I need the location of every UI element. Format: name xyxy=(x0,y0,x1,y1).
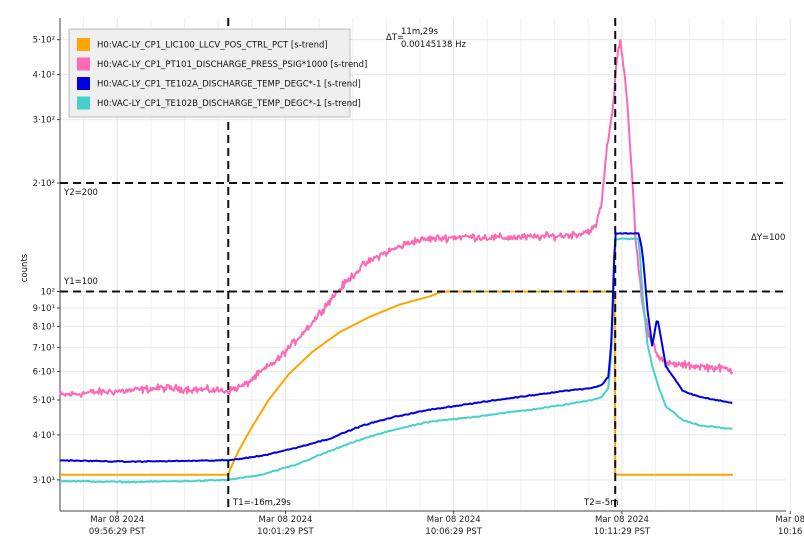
y-tick-label: 5·10¹ xyxy=(33,396,55,406)
series-line xyxy=(59,232,733,464)
y-tick-label: 3·10¹ xyxy=(33,476,55,486)
x-tick-time: 10:06:29 PST xyxy=(425,527,482,537)
cursor-y2-label: Y2=200 xyxy=(63,188,98,198)
axes: 3·10¹ 4·10¹ 5·10¹ 6·10¹ 7·10¹ 8·10¹ 9·10¹ 10² 2·… xyxy=(33,18,804,537)
delta-t-label: ΔT= xyxy=(386,33,404,43)
y-tick-label: 10² xyxy=(41,288,55,298)
legend-entry: H0:VAC-LY_CP1_TE102A_DISCHARGE_TEMP_DEGC… xyxy=(97,80,361,90)
x-tick-time: 10:16 xyxy=(778,527,803,537)
x-tick-date: Mar 08 2024 xyxy=(427,515,481,525)
x-tick-time: 10:11:29 PST xyxy=(594,527,651,537)
y-tick-label: 9·10¹ xyxy=(33,304,55,314)
legend-swatch xyxy=(77,57,90,71)
legend-swatch xyxy=(77,96,90,110)
delta-t-frequency: 0.00145138 Hz xyxy=(401,40,466,50)
legend-entry: H0:VAC-LY_CP1_PT101_DISCHARGE_PRESS_PSIG… xyxy=(97,60,367,70)
y-tick-label: 4·10² xyxy=(33,71,55,81)
delta-t-value: 11m,29s xyxy=(401,27,439,37)
series-line xyxy=(59,237,733,484)
legend-swatch xyxy=(77,77,90,90)
series-line xyxy=(59,39,734,398)
x-tick-time: 09:56:29 PST xyxy=(89,527,146,537)
y-tick-label: 2·10² xyxy=(33,179,55,189)
legend-swatch xyxy=(77,38,90,51)
y-tick-label: 4·10¹ xyxy=(33,431,55,441)
y-axis-label: counts xyxy=(20,253,30,282)
cursor-t2-label: T2=-5m xyxy=(583,498,618,508)
x-tick-date: Mar 08 2024 xyxy=(595,515,649,525)
legend: H0:VAC-LY_CP1_LIC100_LLCV_POS_CTRL_PCT [… xyxy=(68,28,367,118)
y-tick-label: 3·10² xyxy=(33,116,55,126)
legend-entry: H0:VAC-LY_CP1_TE102B_DISCHARGE_TEMP_DEGC… xyxy=(97,99,361,109)
y-tick-label: 6·10¹ xyxy=(33,367,55,377)
delta-t-readout: ΔT= 11m,29s 0.00145138 Hz xyxy=(386,27,466,50)
legend-box xyxy=(68,28,351,118)
cursor-y1-label: Y1=100 xyxy=(63,277,98,287)
y-tick-label: 7·10¹ xyxy=(33,343,55,353)
y-tick-label: 5·10² xyxy=(33,36,55,46)
legend-entry: H0:VAC-LY_CP1_LIC100_LLCV_POS_CTRL_PCT [… xyxy=(97,41,328,51)
x-tick-time: 10:01:29 PST xyxy=(257,527,314,537)
delta-y-readout: ΔY=100 xyxy=(751,233,785,243)
x-tick-date: Mar 08 xyxy=(775,515,804,525)
x-tick-date: Mar 08 2024 xyxy=(259,515,313,525)
y-tick-label: 8·10¹ xyxy=(33,322,55,332)
x-tick-date: Mar 08 2024 xyxy=(90,515,144,525)
cursor-t1-label: T1=-16m,29s xyxy=(232,498,291,508)
